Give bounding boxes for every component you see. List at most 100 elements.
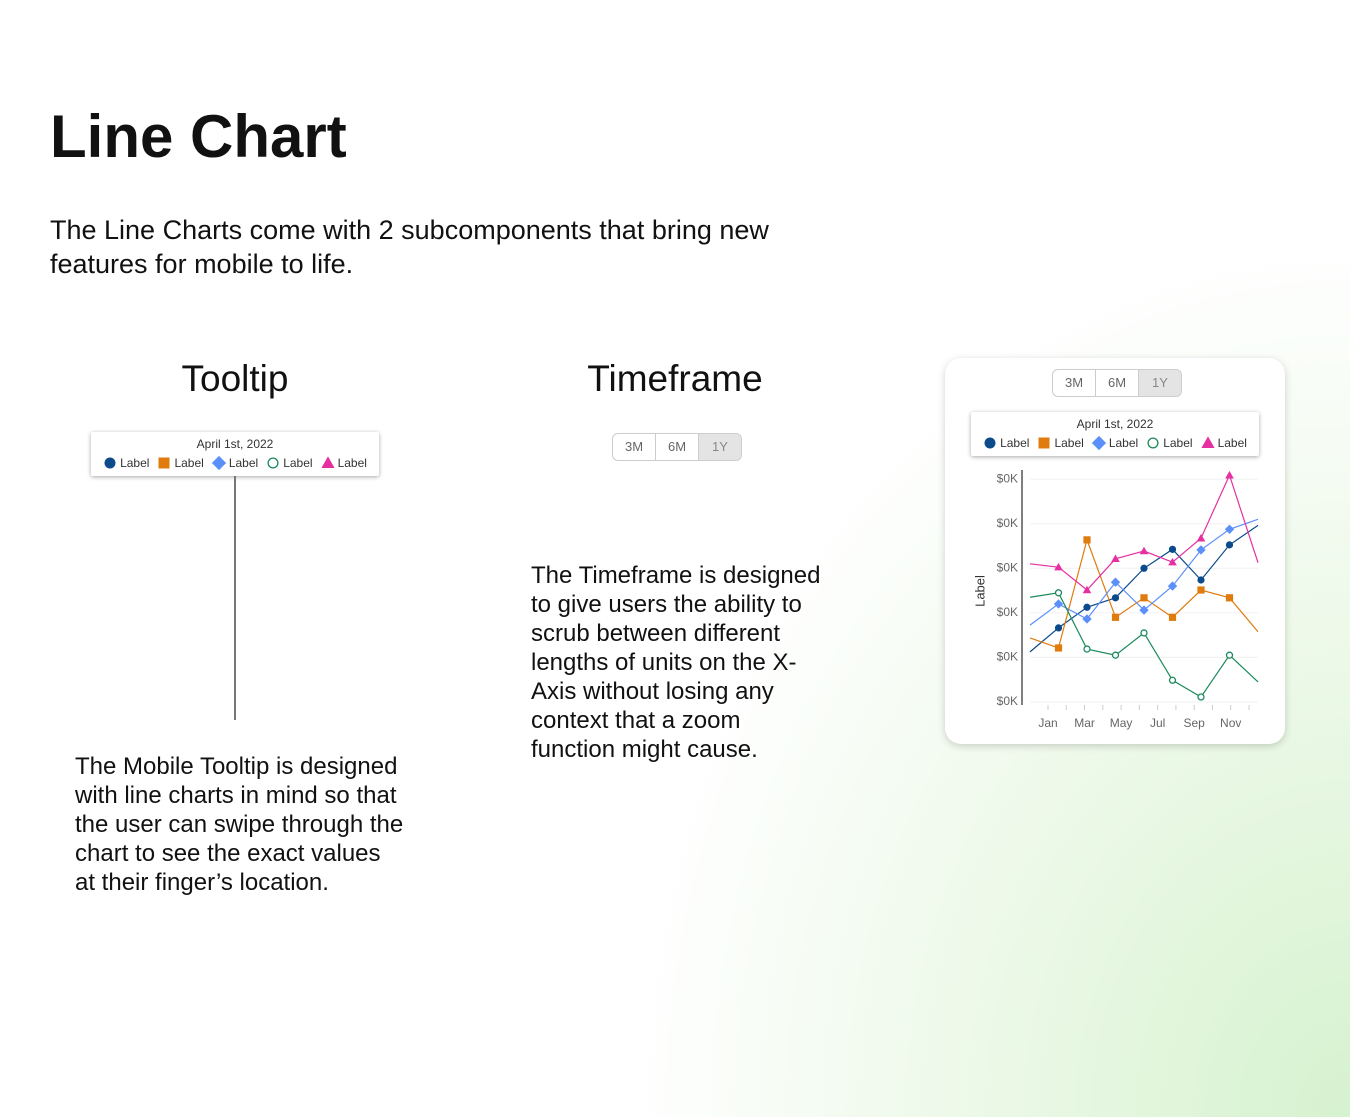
legend-icon	[158, 457, 170, 469]
marker	[1197, 576, 1205, 584]
tooltip-date: April 1st, 2022	[196, 437, 274, 451]
marker	[1225, 541, 1234, 549]
marker	[1054, 589, 1063, 597]
marker	[1083, 536, 1091, 544]
legend-icon	[1147, 437, 1159, 449]
legend-label: Label	[283, 456, 313, 470]
legend-item: Label	[266, 456, 313, 470]
marker	[1139, 546, 1149, 555]
marker	[1083, 603, 1091, 611]
marker	[1200, 436, 1215, 448]
legend-label: Label	[1108, 436, 1139, 450]
marker	[320, 456, 335, 468]
legend-icon	[1038, 437, 1050, 449]
marker	[1225, 651, 1234, 659]
page-title: Line Chart	[50, 103, 347, 170]
legend-item: Label	[1091, 436, 1139, 450]
marker	[1054, 644, 1063, 652]
tooltip-line	[234, 476, 236, 720]
x-tick-label: Jul	[1150, 716, 1165, 730]
section-heading: Tooltip	[181, 358, 289, 399]
marker	[984, 437, 996, 449]
chart-card: 3M 6M 1Y $0K $0K $0K $0K $0K $0K Label Jan Mar Ma…	[945, 358, 1285, 744]
chart: $0K $0K $0K $0K $0K $0K Label Jan Mar May Jul Sep No…	[972, 470, 1259, 730]
y-tick-label: $0K	[997, 694, 1018, 708]
marker	[1224, 524, 1235, 534]
y-tick-label: $0K	[997, 650, 1018, 664]
legend-label: Label	[1163, 436, 1193, 450]
marker	[1147, 437, 1159, 449]
marker	[1140, 594, 1148, 602]
marker	[1167, 581, 1178, 591]
timeframe-button[interactable]: 1Y	[699, 434, 741, 460]
tooltip: April 1st, 2022 Label Label Label Label Labe…	[971, 412, 1259, 456]
marker	[1111, 613, 1120, 621]
timeframe-button[interactable]: 6M	[1096, 370, 1139, 396]
marker	[1196, 545, 1206, 555]
legend-label: Label	[337, 456, 367, 470]
marker	[1111, 594, 1120, 602]
marker	[1054, 624, 1063, 632]
marker	[1225, 470, 1234, 479]
timeframe-button[interactable]: 6M	[656, 434, 699, 460]
marker	[1225, 594, 1234, 602]
marker	[1082, 585, 1092, 594]
marker	[267, 457, 279, 469]
y-tick-label: $0K	[997, 560, 1018, 574]
timeframe-button[interactable]: 3M	[1053, 370, 1096, 396]
legend-label: Label	[1054, 436, 1084, 450]
marker	[1054, 562, 1063, 571]
legend-item: Label	[1200, 436, 1247, 450]
intro: The Line Charts come with 2 subcomponent…	[50, 215, 769, 279]
legend-icon	[104, 457, 116, 469]
legend-item: Label	[320, 456, 367, 470]
legend-icon	[211, 456, 226, 470]
marker	[1197, 586, 1205, 594]
marker	[211, 456, 226, 470]
marker	[1140, 564, 1148, 572]
tooltip-date: April 1st, 2022	[1076, 417, 1154, 431]
y-tick-label: $0K	[997, 516, 1018, 530]
marker	[104, 457, 116, 469]
legend-item: Label	[103, 456, 149, 470]
legend: Label Label Label Label Label	[91, 456, 379, 470]
description: The Mobile Tooltip is designed with line…	[75, 753, 404, 896]
marker	[1168, 545, 1177, 553]
marker	[1083, 645, 1091, 653]
marker	[1140, 629, 1148, 637]
marker	[1091, 436, 1106, 450]
marker	[1053, 599, 1064, 609]
legend-label: Label	[1000, 436, 1030, 450]
marker	[1082, 614, 1092, 624]
legend-label: Label	[120, 456, 150, 470]
y-tick-label: $0K	[997, 605, 1018, 619]
x-tick-label: Sep	[1184, 716, 1206, 730]
x-tick-label: Jan	[1038, 716, 1057, 730]
legend-label: Label	[174, 456, 204, 470]
marker	[1038, 437, 1050, 449]
tooltip: April 1st, 2022 Label Label Label Label Labe…	[91, 432, 379, 476]
timeframe-button[interactable]: 3M	[613, 434, 656, 460]
marker	[1197, 693, 1205, 701]
y-axis-label: Label	[972, 575, 987, 607]
marker	[1168, 557, 1177, 566]
marker	[158, 457, 170, 469]
marker	[1168, 676, 1177, 684]
series-line	[1029, 473, 1259, 591]
timeframe-buttons: 3M 6M 1Y	[1052, 369, 1182, 397]
legend-item: Label	[1146, 436, 1193, 450]
legend-item: Label	[1037, 436, 1084, 450]
legend-label: Label	[228, 456, 259, 470]
marker	[1139, 605, 1149, 615]
legend-icon	[320, 456, 335, 468]
legend-icon	[267, 457, 279, 469]
marker	[1196, 533, 1206, 542]
section-heading: Timeframe	[587, 358, 763, 399]
legend-icon	[1200, 436, 1215, 448]
marker	[1111, 554, 1120, 563]
timeframe-button[interactable]: 1Y	[1139, 370, 1181, 396]
timeframe-buttons: 3M 6M 1Y	[612, 433, 742, 461]
description: The Timeframe is designed to give users …	[531, 562, 821, 763]
x-tick-label: May	[1110, 716, 1133, 730]
